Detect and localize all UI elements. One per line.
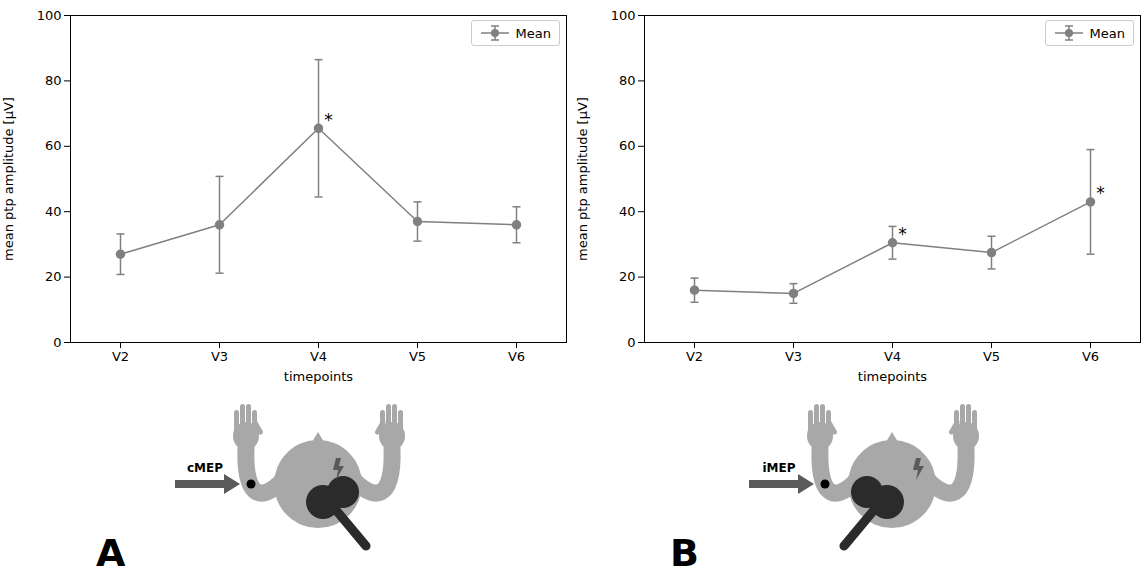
svg-text:40: 40 — [619, 204, 636, 219]
svg-text:V6: V6 — [1082, 349, 1099, 364]
svg-text:60: 60 — [45, 138, 62, 153]
svg-text:V3: V3 — [211, 349, 228, 364]
svg-text:*: * — [1096, 183, 1105, 203]
svg-text:80: 80 — [45, 73, 62, 88]
svg-text:80: 80 — [619, 73, 636, 88]
svg-text:mean ptp amplitude [µV]: mean ptp amplitude [µV] — [575, 97, 590, 261]
svg-text:0: 0 — [53, 335, 61, 350]
svg-text:V5: V5 — [409, 349, 426, 364]
svg-text:60: 60 — [619, 138, 636, 153]
svg-text:V4: V4 — [310, 349, 327, 364]
svg-text:20: 20 — [45, 269, 62, 284]
svg-text:V2: V2 — [686, 349, 703, 364]
svg-text:40: 40 — [45, 204, 62, 219]
svg-text:iMEP: iMEP — [762, 461, 795, 475]
svg-text:*: * — [898, 224, 907, 244]
svg-text:V2: V2 — [112, 349, 129, 364]
svg-text:V3: V3 — [785, 349, 802, 364]
html-text:Mean: Mean — [515, 25, 551, 41]
svg-text:timepoints: timepoints — [284, 369, 354, 384]
svg-text:V4: V4 — [884, 349, 901, 364]
svg-text:*: * — [324, 110, 333, 130]
svg-text:V5: V5 — [983, 349, 1000, 364]
svg-text:mean ptp amplitude [µV]: mean ptp amplitude [µV] — [1, 97, 16, 261]
svg-text:timepoints: timepoints — [858, 369, 928, 384]
svg-text:A: A — [96, 531, 126, 575]
svg-text:0: 0 — [627, 335, 635, 350]
svg-text:20: 20 — [619, 269, 636, 284]
html-text:Mean: Mean — [1089, 25, 1125, 41]
svg-text:V6: V6 — [508, 349, 525, 364]
svg-text:100: 100 — [611, 8, 636, 23]
svg-text:B: B — [670, 531, 699, 575]
svg-text:cMEP: cMEP — [187, 461, 223, 475]
svg-text:100: 100 — [37, 8, 62, 23]
